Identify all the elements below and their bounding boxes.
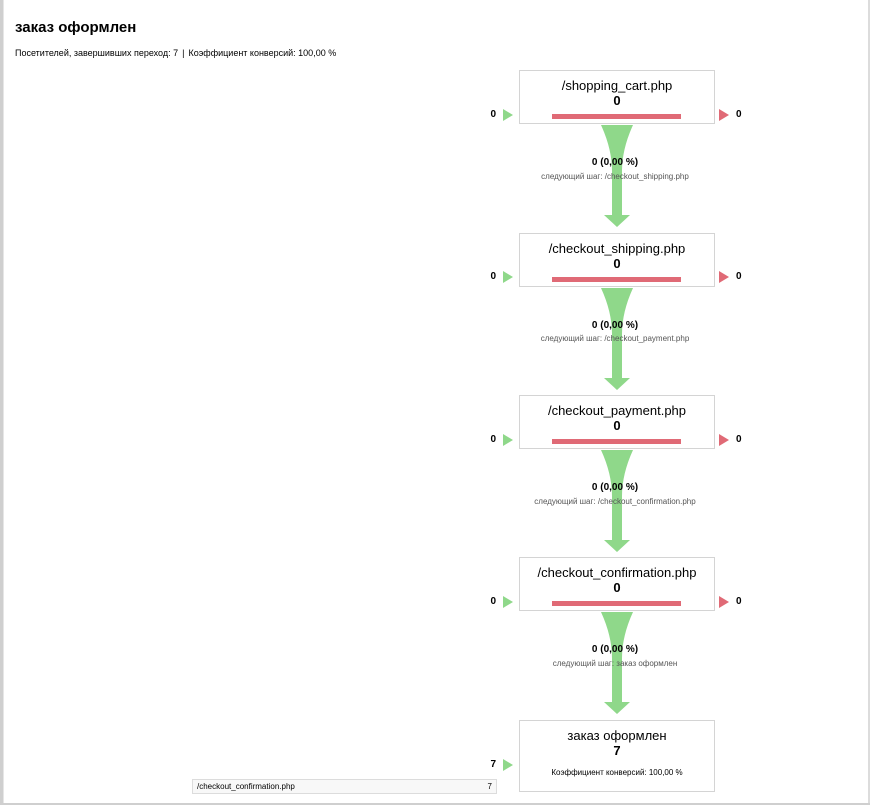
step-name[interactable]: /checkout_shipping.php — [548, 241, 686, 256]
step-name[interactable]: /checkout_confirmation.php — [537, 565, 697, 580]
window-right-border — [868, 0, 870, 805]
step-4-exits[interactable]: 0 — [736, 596, 742, 607]
flow-arrow-icon — [601, 450, 633, 552]
step-2-entrances[interactable]: 0 — [490, 271, 496, 282]
step-3-entrances[interactable]: 0 — [490, 434, 496, 445]
flow-arrow-icon — [601, 288, 633, 390]
connection-2-value: 0 (0,00 %) — [591, 320, 639, 331]
funnel-step-shopping-cart[interactable]: /shopping_cart.php 0 — [519, 70, 715, 124]
step-3-exits[interactable]: 0 — [736, 434, 742, 445]
step-4-entrances[interactable]: 0 — [490, 596, 496, 607]
connection-3-value: 0 (0,00 %) — [591, 482, 639, 493]
flow-arrow-icon — [601, 125, 633, 227]
exit-arrow-icon — [719, 271, 729, 283]
step-value: 0 — [613, 418, 621, 433]
step-name[interactable]: /checkout_payment.php — [547, 403, 687, 418]
exit-arrow-icon — [719, 596, 729, 608]
step-name[interactable]: /shopping_cart.php — [561, 78, 673, 93]
funnel-step-checkout-payment[interactable]: /checkout_payment.php 0 — [519, 395, 715, 449]
entrance-arrow-icon — [503, 596, 513, 608]
exit-arrow-icon — [719, 434, 729, 446]
entrance-arrow-icon — [503, 434, 513, 446]
entrance-source-count: 7 — [487, 782, 492, 791]
page-title: заказ оформлен — [15, 19, 137, 36]
funnel-step-checkout-confirmation[interactable]: /checkout_confirmation.php 0 — [519, 557, 715, 611]
exit-arrow-icon — [719, 109, 729, 121]
connection-1-next-step: следующий шаг: /checkout_shipping.php — [541, 172, 689, 181]
exit-bar — [552, 114, 681, 119]
exit-bar — [552, 601, 681, 606]
step-value: 0 — [613, 256, 621, 271]
exit-bar — [552, 439, 681, 444]
visitors-completed-text: Посетителей, завершивших переход: 7 — [15, 48, 179, 58]
window-bottom-border — [0, 803, 870, 805]
conversion-rate-text: Коэффициент конверсий: 100,00 % — [188, 48, 337, 58]
funnel-step-checkout-shipping[interactable]: /checkout_shipping.php 0 — [519, 233, 715, 287]
step-1-exits[interactable]: 0 — [736, 109, 742, 120]
step-value: 0 — [613, 580, 621, 595]
connection-3-next-step: следующий шаг: /checkout_confirmation.ph… — [534, 497, 696, 506]
goal-value: 7 — [613, 743, 621, 758]
window-left-border — [0, 0, 4, 805]
entrance-arrow-icon — [503, 109, 513, 121]
connection-4-next-step: следующий шаг: заказ оформлен — [552, 659, 678, 668]
connection-1-value: 0 (0,00 %) — [591, 157, 639, 168]
funnel-summary: Посетителей, завершивших переход: 7 | Коэф… — [15, 48, 336, 58]
funnel-goal-step[interactable]: заказ оформлен 7 Коэффициент конверсий: … — [519, 720, 715, 792]
goal-name[interactable]: заказ оформлен — [567, 728, 667, 743]
connection-4-value: 0 (0,00 %) — [591, 644, 639, 655]
entrance-arrow-icon — [503, 271, 513, 283]
connection-2-next-step: следующий шаг: /checkout_payment.php — [540, 334, 690, 343]
step-value: 0 — [613, 93, 621, 108]
entrance-source-url[interactable]: /checkout_confirmation.php — [197, 782, 295, 791]
entrance-sources-table: /checkout_confirmation.php 7 — [192, 779, 497, 794]
entrance-arrow-icon — [503, 759, 513, 771]
summary-separator: | — [182, 48, 185, 58]
goal-conversion-rate: Коэффициент конверсий: 100,00 % — [551, 768, 683, 777]
flow-arrow-icon — [601, 612, 633, 714]
goal-entrances[interactable]: 7 — [490, 759, 496, 770]
exit-bar — [552, 277, 681, 282]
step-2-exits[interactable]: 0 — [736, 271, 742, 282]
step-1-entrances[interactable]: 0 — [490, 109, 496, 120]
